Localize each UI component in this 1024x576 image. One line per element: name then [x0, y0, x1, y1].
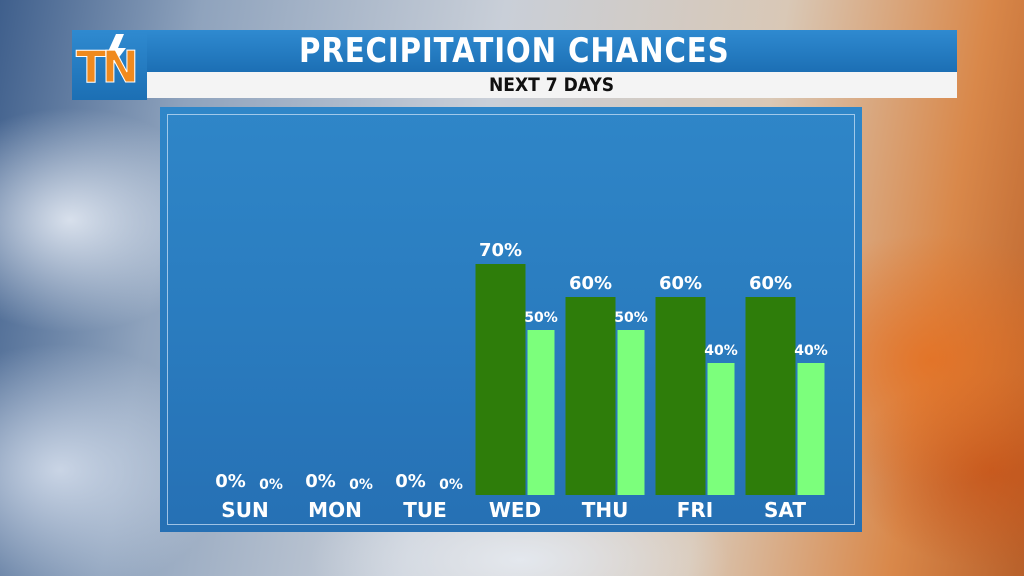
data-label-sat-series-2: 40%: [794, 343, 828, 359]
data-label-mon-series-2: 0%: [349, 477, 373, 493]
logo-text: TN: [76, 42, 140, 94]
data-label-sun-series-2: 0%: [259, 477, 283, 493]
x-tick-label-mon: MON: [308, 498, 362, 522]
data-label-mon-series-1: 0%: [305, 471, 336, 492]
data-label-thu-series-1: 60%: [569, 273, 612, 294]
lightning-icon: [106, 34, 126, 72]
chart-panel: 0% 0% SUN 0% 0% MON 0% 0% TUE 70% 50% WED 60% 50% THU 6…: [160, 107, 862, 532]
bar-wed-series-2: [527, 330, 555, 495]
page-subtitle: NEXT 7 DAYS: [489, 74, 615, 96]
x-tick-label-sat: SAT: [764, 498, 806, 522]
x-tick-label-sun: SUN: [221, 498, 268, 522]
x-tick-label-tue: TUE: [403, 498, 447, 522]
data-label-thu-series-2: 50%: [614, 310, 648, 326]
x-tick-label-wed: WED: [489, 498, 541, 522]
x-tick-label-thu: THU: [582, 498, 629, 522]
header-banner: PRECIPITATION CHANCES NEXT 7 DAYS TN: [72, 30, 957, 100]
x-tick-label-fri: FRI: [677, 498, 714, 522]
bar-fri-series-2: [707, 363, 735, 495]
data-label-fri-series-1: 60%: [659, 273, 702, 294]
bar-thu-series-2: [617, 330, 645, 495]
data-label-wed-series-1: 70%: [479, 240, 522, 261]
data-label-tue-series-2: 0%: [439, 477, 463, 493]
data-label-sat-series-1: 60%: [749, 273, 792, 294]
data-label-sun-series-1: 0%: [215, 471, 246, 492]
station-logo: TN: [72, 30, 147, 100]
title-bar: PRECIPITATION CHANCES: [72, 30, 957, 72]
page-title: PRECIPITATION CHANCES: [299, 31, 730, 71]
chart-panel-border: [167, 114, 855, 525]
bar-thu-series-1: [565, 297, 616, 495]
bar-fri-series-1: [655, 297, 706, 495]
data-label-tue-series-1: 0%: [395, 471, 426, 492]
bar-sat-series-2: [797, 363, 825, 495]
bar-wed-series-1: [475, 264, 526, 495]
subtitle-bar: NEXT 7 DAYS: [147, 72, 957, 98]
data-label-wed-series-2: 50%: [524, 310, 558, 326]
data-label-fri-series-2: 40%: [704, 343, 738, 359]
bar-sat-series-1: [745, 297, 796, 495]
